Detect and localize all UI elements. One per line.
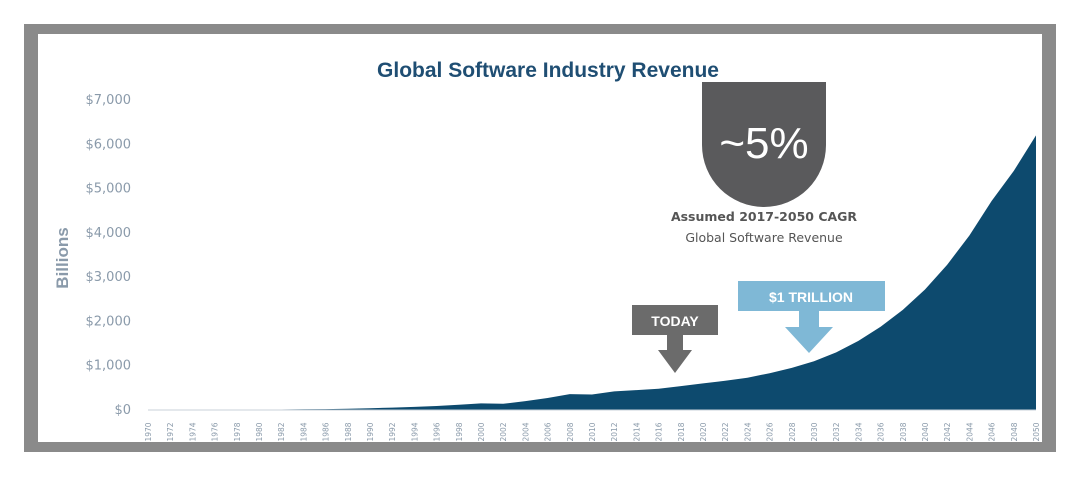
cagr-value: ~5% <box>719 119 808 168</box>
x-tick-label: 2002 <box>499 422 508 441</box>
trillion-arrow <box>785 311 833 353</box>
y-axis-title: Billions <box>53 227 72 288</box>
x-tick-label: 1972 <box>166 422 175 441</box>
x-tick-label: 2046 <box>988 422 997 441</box>
cagr-drop-shape <box>702 82 826 207</box>
x-tick-label: 2026 <box>766 422 775 441</box>
x-tick-label: 2010 <box>588 422 597 441</box>
y-tick-label: $6,000 <box>86 137 132 152</box>
x-tick-label: 1998 <box>455 422 464 441</box>
x-tick-label: 2036 <box>877 422 886 441</box>
y-tick-label: $2,000 <box>86 314 132 329</box>
chart-title: Global Software Industry Revenue <box>377 59 719 82</box>
x-tick-label: 1974 <box>188 422 197 441</box>
x-tick-label: 1992 <box>388 422 397 441</box>
x-tick-label: 1978 <box>233 422 242 441</box>
cagr-sublabel: Global Software Revenue <box>685 230 843 245</box>
x-tick-label: 1994 <box>410 422 419 441</box>
x-tick-label: 2000 <box>477 422 486 441</box>
x-tick-label: 2040 <box>921 422 930 441</box>
x-tick-label: 2016 <box>655 422 664 441</box>
x-tick-label: 2042 <box>943 422 952 441</box>
x-tick-label: 1976 <box>211 422 220 441</box>
x-tick-label: 1980 <box>255 422 264 441</box>
y-tick-label: $3,000 <box>86 270 132 285</box>
x-tick-label: 2020 <box>699 422 708 441</box>
y-tick-label: $1,000 <box>86 359 132 374</box>
trillion-callout: $1 TRILLION <box>738 281 885 353</box>
x-tick-label: 2014 <box>632 422 641 441</box>
today-box <box>632 305 718 335</box>
x-tick-label: 1996 <box>433 422 442 441</box>
trillion-label: $1 TRILLION <box>769 289 853 305</box>
x-tick-label: 2032 <box>832 422 841 441</box>
today-arrow <box>658 335 692 373</box>
y-axis-ticks: $0 $1,000 $2,000 $3,000 $4,000 $5,000 $6,000 $7… <box>86 93 132 418</box>
today-label: TODAY <box>651 313 699 329</box>
y-tick-label: $7,000 <box>86 93 132 108</box>
x-tick-label: 2022 <box>721 422 730 441</box>
x-tick-label: 2024 <box>743 422 752 441</box>
x-tick-label: 1982 <box>277 422 286 441</box>
x-axis-ticks: 1970 1972 1974 1976 1978 1980 1982 1984 1986 1988… <box>144 422 1041 441</box>
x-tick-label: 2030 <box>810 422 819 441</box>
x-tick-label: 2044 <box>965 422 974 441</box>
x-tick-label: 2008 <box>566 422 575 441</box>
x-tick-label: 2038 <box>899 422 908 441</box>
x-tick-label: 2006 <box>544 422 553 441</box>
x-tick-label: 2028 <box>788 422 797 441</box>
cagr-label: Assumed 2017-2050 CAGR <box>671 209 857 224</box>
cagr-badge: ~5% Assumed 2017-2050 CAGR Global Softwa… <box>671 82 857 245</box>
x-tick-label: 1988 <box>344 422 353 441</box>
x-tick-label: 2004 <box>521 422 530 441</box>
x-tick-label: 1990 <box>366 422 375 441</box>
x-tick-label: 2050 <box>1032 422 1041 441</box>
y-tick-label: $5,000 <box>86 182 132 197</box>
today-callout: TODAY <box>632 305 718 373</box>
x-tick-label: 1984 <box>299 422 308 441</box>
trillion-box <box>738 281 885 311</box>
x-tick-label: 2048 <box>1010 422 1019 441</box>
x-tick-label: 2012 <box>610 422 619 441</box>
revenue-area <box>148 135 1036 410</box>
y-tick-label: $4,000 <box>86 226 132 241</box>
x-tick-label: 2034 <box>854 422 863 441</box>
y-tick-label: $0 <box>114 403 131 418</box>
x-tick-label: 2018 <box>677 422 686 441</box>
x-tick-label: 1986 <box>322 422 331 441</box>
x-tick-label: 1970 <box>144 422 153 441</box>
